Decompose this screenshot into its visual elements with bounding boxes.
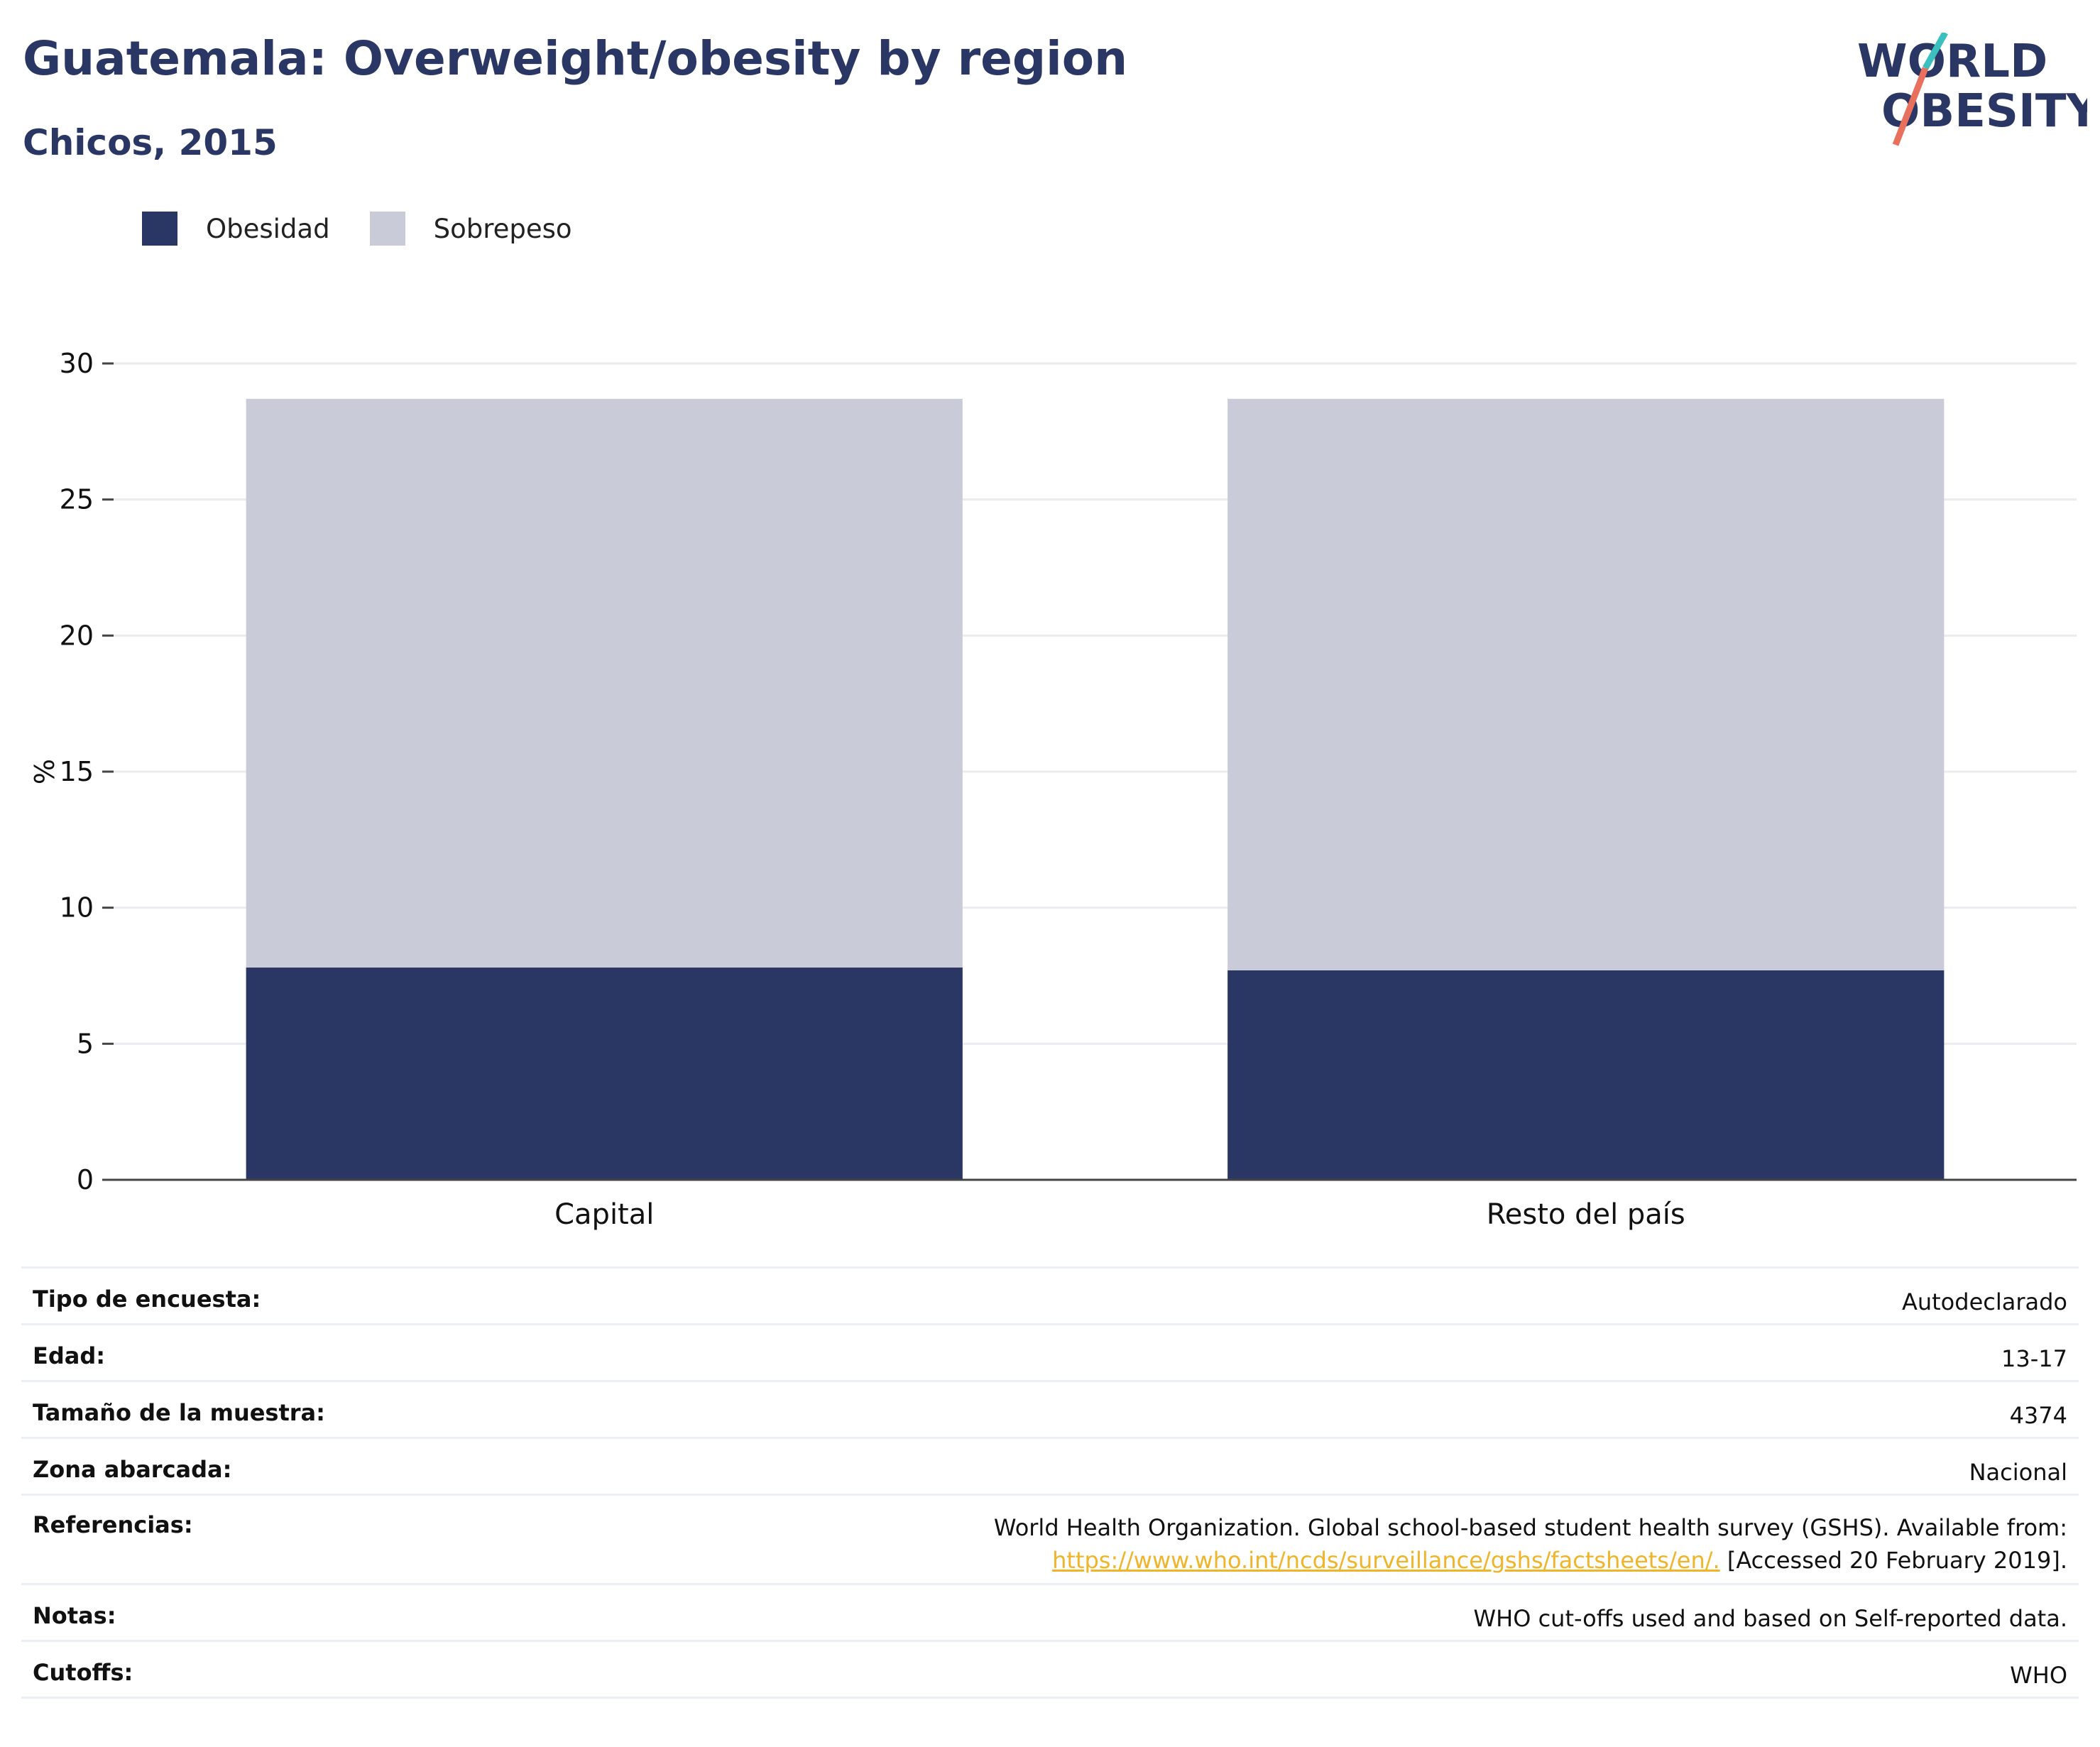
logo-slash-teal xyxy=(1923,33,1948,70)
y-tick-label: 0 xyxy=(77,1164,94,1195)
meta-label: Tipo de encuesta: xyxy=(21,1266,481,1325)
page-title: Guatemala: Overweight/obesity by region xyxy=(23,31,1128,86)
bar-sobrepeso-1 xyxy=(1227,398,1945,970)
y-tick-label: 30 xyxy=(60,348,94,379)
y-tick-label: 15 xyxy=(60,756,94,787)
legend-swatch-obesidad xyxy=(142,212,177,246)
y-tick-label: 20 xyxy=(60,620,94,651)
world-obesity-logo: WORLD OBESITY xyxy=(1857,33,2087,146)
meta-value: Autodeclarado xyxy=(481,1266,2079,1325)
logo-line1: WORLD xyxy=(1857,35,2047,88)
bar-obesidad-1 xyxy=(1227,970,1945,1180)
chart-legend: Obesidad Sobrepeso xyxy=(142,212,612,246)
reference-link[interactable]: https://www.who.int/ncds/surveillance/gs… xyxy=(1052,1547,1720,1574)
meta-value: 13-17 xyxy=(481,1323,2079,1381)
meta-label: Tamaño de la muestra: xyxy=(21,1380,481,1438)
bar-sobrepeso-0 xyxy=(246,398,963,968)
y-tick-label: 10 xyxy=(60,892,94,924)
y-tick-label: 5 xyxy=(77,1028,94,1059)
legend-swatch-sobrepeso xyxy=(369,212,405,246)
legend-label-obesidad: Obesidad xyxy=(206,213,330,244)
x-category-label: Capital xyxy=(554,1198,654,1231)
meta-label: Notas: xyxy=(21,1583,481,1641)
meta-row: Edad: 13-17 xyxy=(21,1323,2079,1381)
logo-line2: OBESITY xyxy=(1881,85,2087,138)
meta-row: Cutoffs: WHO xyxy=(21,1640,2079,1699)
meta-row: Zona abarcada: Nacional xyxy=(21,1437,2079,1495)
meta-value: World Health Organization. Global school… xyxy=(481,1494,2079,1584)
y-axis-label: % xyxy=(29,759,60,784)
x-category-label: Resto del país xyxy=(1487,1198,1685,1231)
meta-label: Zona abarcada: xyxy=(21,1437,481,1495)
meta-value: Nacional xyxy=(481,1437,2079,1495)
stacked-bar-chart: 0 5 10 15 20 25 30% Capital Resto del país xyxy=(29,348,2077,1231)
logo-slash-coral xyxy=(1892,67,1929,146)
meta-row: Referencias: World Health Organization. … xyxy=(21,1494,2079,1584)
meta-row: Tamaño de la muestra: 4374 xyxy=(21,1380,2079,1438)
metadata-table: Tipo de encuesta: Autodeclarado Edad: 13… xyxy=(21,1266,2079,1699)
legend-label-sobrepeso: Sobrepeso xyxy=(433,213,572,244)
meta-row: Tipo de encuesta: Autodeclarado xyxy=(21,1266,2079,1325)
meta-label: Edad: xyxy=(21,1323,481,1381)
page-subtitle: Chicos, 2015 xyxy=(23,122,278,163)
meta-value: WHO cut-offs used and based on Self-repo… xyxy=(481,1583,2079,1641)
reference-accessed: [Accessed 20 February 2019]. xyxy=(1719,1547,2067,1574)
y-tick-label: 25 xyxy=(60,484,94,515)
meta-row: Notas: WHO cut-offs used and based on Se… xyxy=(21,1583,2079,1641)
meta-value: WHO xyxy=(481,1640,2079,1699)
reference-text: World Health Organization. Global school… xyxy=(993,1514,2067,1541)
meta-label: Cutoffs: xyxy=(21,1640,481,1699)
meta-label: Referencias: xyxy=(21,1494,481,1584)
meta-value: 4374 xyxy=(481,1380,2079,1438)
bar-obesidad-0 xyxy=(246,968,963,1180)
